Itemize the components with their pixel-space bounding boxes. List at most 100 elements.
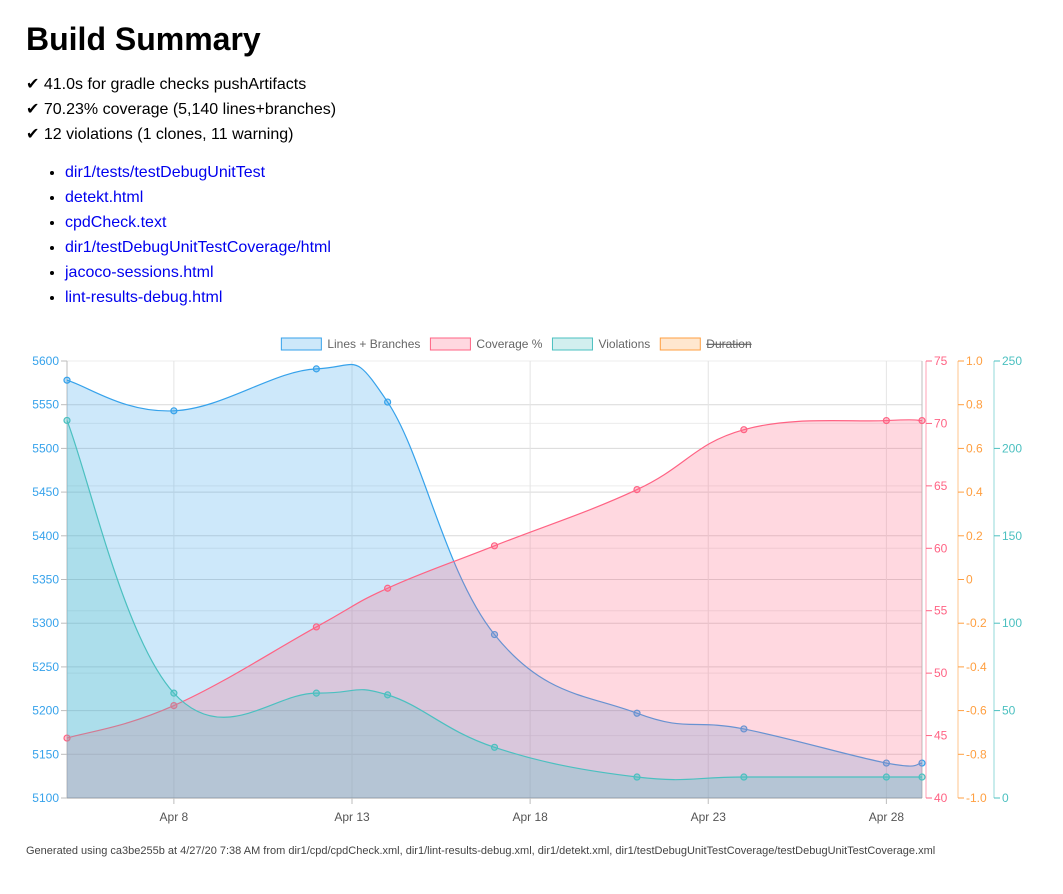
link-item: dir1/tests/testDebugUnitTest (65, 160, 331, 185)
series-area-violations (67, 420, 922, 798)
link-item: jacoco-sessions.html (65, 260, 331, 285)
data-point-lines (918, 759, 926, 767)
y-tick-label-coverage: 70 (934, 416, 948, 430)
generated-footer: Generated using ca3be255b at 4/27/20 7:3… (26, 845, 936, 857)
y-tick-label-duration: 0.4 (966, 485, 983, 499)
build-trend-chart: 5100515052005250530053505400545055005550… (32, 337, 1022, 824)
link-cpd-check[interactable]: cpdCheck.text (65, 214, 167, 231)
data-point-coverage (63, 734, 71, 742)
link-test-results[interactable]: dir1/tests/testDebugUnitTest (65, 164, 266, 181)
series-line-lines (66, 363, 923, 767)
violations-summary: ✔ 12 violations (1 clones, 11 warning) (26, 126, 294, 143)
data-point-lines (63, 376, 71, 384)
y-tick-label-duration: -0.6 (966, 704, 987, 718)
y-tick-label-lines: 5500 (32, 441, 59, 455)
data-point-violations (312, 689, 320, 697)
y-tick-label-duration: 0 (966, 573, 973, 587)
y-tick-label-duration: 1.0 (966, 354, 983, 368)
x-tick-label: Apr 23 (691, 810, 727, 824)
x-tick-label: Apr 18 (512, 810, 548, 824)
y-tick-label-lines: 5450 (32, 485, 59, 499)
data-point-lines (490, 630, 499, 639)
data-point-coverage (633, 486, 641, 494)
y-tick-label-lines: 5550 (32, 398, 59, 412)
y-tick-label-lines: 5250 (32, 660, 59, 674)
data-point-lines (170, 407, 178, 415)
y-tick-label-coverage: 40 (934, 791, 948, 805)
data-point-lines (740, 725, 748, 733)
y-tick-label-lines: 5200 (32, 704, 59, 718)
series-line-violations (66, 420, 922, 781)
series-line-coverage (66, 419, 923, 739)
data-point-lines (882, 759, 890, 767)
y-tick-label-lines: 5350 (32, 573, 59, 587)
link-item: lint-results-debug.html (65, 285, 331, 310)
y-tick-label-violations: 200 (1002, 441, 1022, 455)
y-tick-label-duration: 0.2 (966, 529, 983, 543)
y-tick-label-violations: 100 (1002, 616, 1022, 630)
legend-label-violations[interactable]: Violations (598, 337, 650, 351)
chart-axes: 5100515052005250530053505400545055005550… (32, 354, 1022, 824)
x-tick-label: Apr 8 (160, 810, 189, 824)
y-tick-label-violations: 250 (1002, 354, 1022, 368)
y-tick-label-lines: 5400 (32, 529, 59, 543)
data-point-lines (384, 398, 392, 406)
x-tick-label: Apr 13 (334, 810, 370, 824)
data-point-violations (490, 743, 499, 751)
y-tick-label-coverage: 50 (934, 666, 948, 680)
x-tick-label: Apr 28 (869, 810, 905, 824)
y-tick-label-coverage: 75 (934, 354, 948, 368)
coverage-summary: ✔ 70.23% coverage (5,140 lines+branches) (26, 101, 337, 118)
legend-swatch-violations (551, 337, 593, 351)
data-point-coverage (384, 584, 392, 592)
y-tick-label-coverage: 65 (934, 479, 948, 493)
link-detekt[interactable]: detekt.html (65, 189, 144, 206)
legend-swatch-lines (280, 337, 322, 351)
data-point-coverage (170, 702, 178, 710)
data-point-violations (918, 773, 926, 781)
y-tick-label-coverage: 45 (934, 729, 948, 743)
y-tick-label-duration: -0.4 (966, 660, 987, 674)
data-point-lines (633, 709, 641, 717)
build-summary: ✔ 41.0s for gradle checks pushArtifacts … (26, 72, 336, 147)
y-tick-label-duration: -0.2 (966, 616, 987, 630)
data-point-coverage (882, 416, 890, 425)
duration-summary: ✔ 41.0s for gradle checks pushArtifacts (26, 76, 307, 93)
link-jacoco-sessions[interactable]: jacoco-sessions.html (65, 264, 214, 281)
link-item: dir1/testDebugUnitTestCoverage/html (65, 235, 331, 260)
y-tick-label-coverage: 55 (934, 604, 948, 618)
data-point-lines (312, 365, 320, 373)
legend-swatch-coverage (429, 337, 471, 351)
data-point-coverage (312, 623, 320, 631)
link-coverage-html[interactable]: dir1/testDebugUnitTestCoverage/html (65, 239, 331, 256)
y-tick-label-duration: -0.8 (966, 747, 987, 761)
data-point-violations (633, 773, 641, 781)
y-tick-label-violations: 0 (1002, 791, 1009, 805)
legend-label-duration[interactable]: Duration (706, 337, 751, 351)
data-point-violations (170, 689, 178, 697)
y-tick-label-violations: 50 (1002, 704, 1016, 718)
link-lint-results[interactable]: lint-results-debug.html (65, 289, 223, 306)
y-tick-label-lines: 5100 (32, 791, 59, 805)
chart-legend[interactable]: Lines + Branches Coverage % Violations Dura… (280, 337, 752, 351)
data-point-violations (740, 773, 748, 781)
legend-label-coverage[interactable]: Coverage % (476, 337, 542, 351)
y-tick-label-lines: 5300 (32, 616, 59, 630)
data-point-coverage (740, 426, 748, 434)
legend-label-lines[interactable]: Lines + Branches (327, 337, 420, 351)
series-area-lines (67, 364, 922, 798)
y-tick-label-duration: 0.8 (966, 398, 983, 412)
data-point-coverage (918, 416, 926, 425)
y-tick-label-duration: -1.0 (966, 791, 987, 805)
data-point-violations (63, 416, 71, 425)
y-tick-label-lines: 5150 (32, 747, 59, 761)
y-tick-label-coverage: 60 (934, 541, 948, 555)
data-point-violations (882, 773, 890, 781)
series-area-coverage (67, 419, 922, 798)
y-tick-label-lines: 5600 (32, 354, 59, 368)
legend-swatch-duration (659, 337, 701, 351)
page-title: Build Summary (26, 21, 261, 57)
link-item: detekt.html (65, 185, 331, 210)
y-tick-label-duration: 0.6 (966, 441, 983, 455)
data-point-coverage (490, 542, 499, 550)
